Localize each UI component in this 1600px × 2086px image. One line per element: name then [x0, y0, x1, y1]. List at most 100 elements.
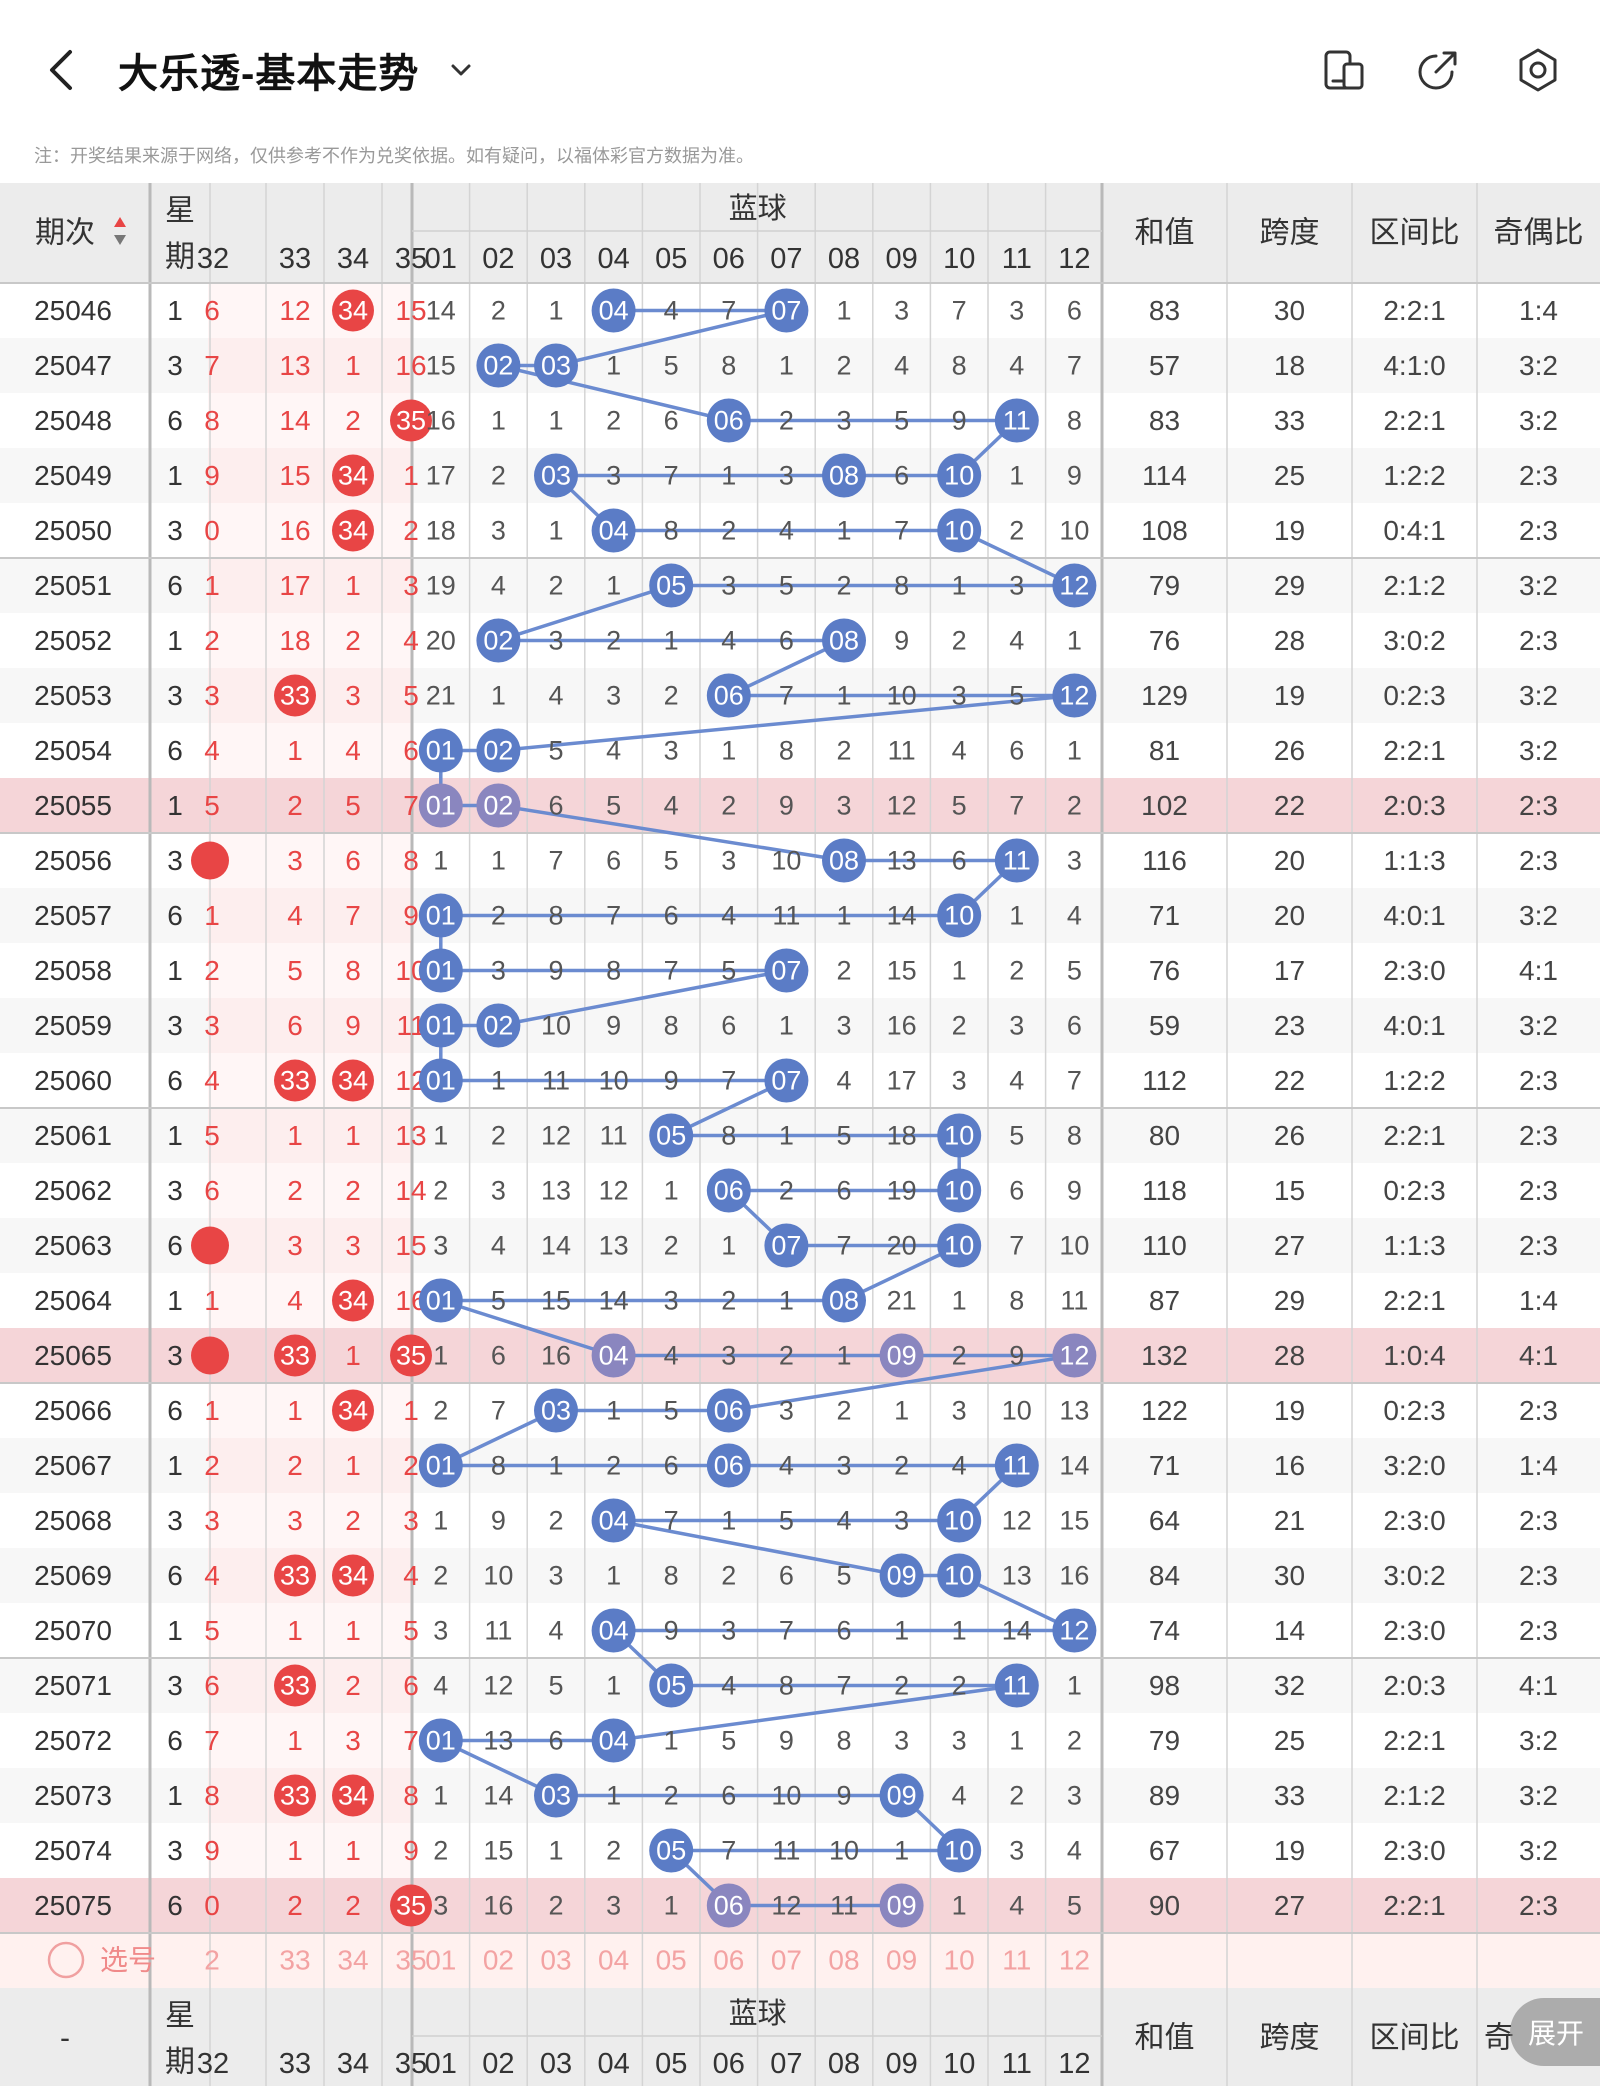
blue-miss-cell: 6	[664, 406, 679, 436]
select-blue-10[interactable]: 10	[944, 1945, 975, 1976]
footer-blue-col: 07	[770, 2048, 802, 2080]
title-dropdown[interactable]: 大乐透-基本走势	[118, 42, 477, 98]
blue-miss-cell: 3	[1067, 1781, 1082, 1811]
share-icon[interactable]	[1412, 44, 1464, 96]
blue-ball-number: 02	[483, 626, 513, 656]
back-button[interactable]	[36, 40, 86, 100]
header-oddeven: 奇偶比	[1494, 217, 1584, 250]
blue-miss-cell: 6	[1067, 296, 1082, 326]
blue-ball	[994, 1443, 1039, 1488]
blue-ball-number: 04	[599, 296, 629, 326]
blue-ball	[591, 1608, 636, 1653]
blue-miss-cell: 2	[894, 1671, 909, 1701]
blue-ball-number: 12	[1059, 681, 1089, 711]
settings-icon[interactable]	[1512, 44, 1564, 96]
select-blue-06[interactable]: 06	[713, 1945, 744, 1976]
blue-miss-cell: 6	[1009, 736, 1024, 766]
select-blue-09[interactable]: 09	[886, 1945, 917, 1976]
select-red-32[interactable]: 2	[204, 1945, 220, 1976]
trend-line-segment	[498, 803, 845, 863]
blue-ball	[937, 1498, 982, 1543]
blue-ball-number: 07	[771, 296, 801, 326]
week-cell: 1	[167, 1780, 183, 1811]
blue-miss-cell: 14	[483, 1781, 513, 1811]
red-ball	[274, 1664, 316, 1707]
device-icon[interactable]	[1318, 44, 1370, 96]
week-cell: 3	[167, 350, 183, 381]
blue-miss-cell: 8	[1009, 1286, 1024, 1316]
oddeven-cell: 2:3	[1519, 1615, 1558, 1646]
footer-red-col: 33	[279, 2048, 311, 2080]
select-red-33[interactable]: 33	[279, 1945, 310, 1976]
blue-ball	[879, 1883, 924, 1928]
red-zone-bg	[208, 1218, 411, 1273]
blue-miss-cell: 1	[606, 571, 621, 601]
sum-cell: 132	[1141, 1340, 1188, 1371]
blue-miss-cell: 3	[606, 681, 621, 711]
oddeven-cell: 2:3	[1519, 1890, 1558, 1921]
period-cell: 25046	[34, 295, 112, 326]
select-red-35[interactable]: 35	[395, 1945, 426, 1976]
blue-ball-number: 06	[714, 681, 744, 711]
blue-miss-cell: 15	[483, 1836, 513, 1866]
header-blue-col: 02	[482, 243, 514, 275]
blue-ball-number: 11	[1003, 1671, 1031, 1701]
zone-cell: 0:2:3	[1383, 1175, 1445, 1206]
span-cell: 16	[1274, 1450, 1305, 1481]
select-blue-03[interactable]: 03	[540, 1945, 571, 1976]
blue-miss-cell: 7	[664, 1506, 679, 1536]
select-blue-01[interactable]: 01	[425, 1945, 456, 1976]
select-blue-12[interactable]: 12	[1059, 1945, 1090, 1976]
blue-miss-cell: 10	[599, 1066, 629, 1096]
blue-miss-cell: 7	[606, 901, 621, 931]
red-ball	[332, 454, 374, 497]
blue-ball	[418, 893, 463, 938]
blue-miss-cell: 3	[1009, 1836, 1024, 1866]
sum-cell: 110	[1142, 1230, 1187, 1261]
footer-blue-col: 01	[425, 2048, 457, 2080]
blue-ball	[706, 1443, 751, 1488]
select-blue-07[interactable]: 07	[771, 1945, 802, 1976]
red-cell-clipped: 1	[204, 1395, 220, 1426]
red-miss-cell: 1	[345, 1340, 361, 1371]
trend-line-segment	[498, 968, 787, 1028]
blue-ball-number: 01	[426, 1451, 456, 1481]
select-blue-11[interactable]: 11	[1002, 1945, 1031, 1976]
blue-miss-cell: 1	[836, 516, 851, 546]
span-cell: 32	[1274, 1670, 1305, 1701]
blue-miss-cell: 1	[1009, 1726, 1024, 1756]
blue-miss-cell: 5	[548, 1671, 563, 1701]
select-number-button[interactable]: 选号	[47, 1941, 156, 1979]
red-cell-clipped: 6	[204, 1670, 220, 1701]
red-miss-cell: 4	[345, 735, 361, 766]
select-blue-02[interactable]: 02	[483, 1945, 514, 1976]
period-cell: 25053	[34, 680, 112, 711]
select-blue-08[interactable]: 08	[828, 1945, 859, 1976]
span-cell: 25	[1274, 460, 1305, 491]
blue-ball-number: 06	[714, 406, 744, 436]
header-red-col: 35	[395, 243, 427, 275]
blue-miss-cell: 6	[664, 901, 679, 931]
span-cell: 19	[1274, 680, 1305, 711]
expand-button[interactable]: 展开	[1510, 1998, 1600, 2066]
blue-miss-cell: 17	[887, 1066, 917, 1096]
sort-icon[interactable]	[114, 217, 126, 245]
zone-cell: 2:2:1	[1383, 295, 1445, 326]
blue-miss-cell: 3	[779, 1396, 794, 1426]
select-red-34[interactable]: 34	[337, 1945, 368, 1976]
back-icon	[50, 50, 72, 90]
sum-cell: 57	[1149, 350, 1180, 381]
red-miss-cell: 1	[345, 1835, 361, 1866]
week-cell: 3	[167, 680, 183, 711]
disclaimer-note: 注：开奖结果来源于网络，仅供参考不作为兑奖依据。如有疑问，以福体彩官方数据为准。	[34, 146, 754, 166]
zone-cell: 4:0:1	[1383, 1010, 1445, 1041]
red-miss-cell: 5	[345, 790, 361, 821]
select-circle-icon	[47, 1941, 85, 1979]
select-blue-05[interactable]: 05	[656, 1945, 687, 1976]
red-zone-bg	[208, 558, 411, 613]
span-cell: 26	[1274, 1120, 1305, 1151]
blue-miss-cell: 13	[1059, 1396, 1089, 1426]
select-blue-04[interactable]: 04	[598, 1945, 629, 1976]
blue-miss-cell: 9	[779, 1726, 794, 1756]
sum-cell: 74	[1149, 1615, 1180, 1646]
